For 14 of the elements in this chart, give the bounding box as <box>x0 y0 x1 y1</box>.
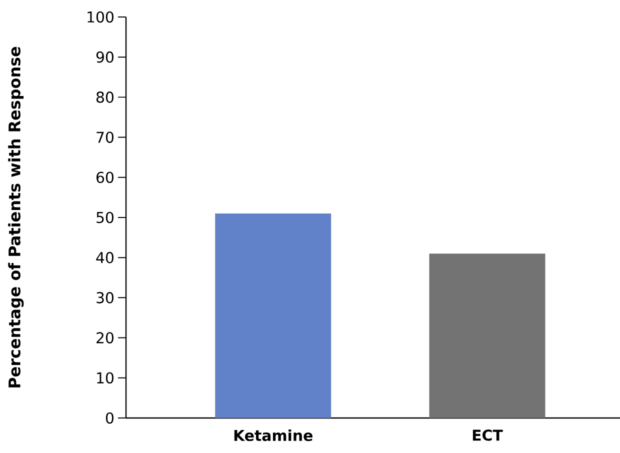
y-tick-label: 70 <box>96 132 114 143</box>
y-tick-label: 60 <box>96 172 114 184</box>
y-tick-label: 30 <box>96 292 114 304</box>
y-tick-label: 90 <box>96 51 114 63</box>
y-tick-label: 20 <box>96 332 114 344</box>
y-axis-title: Percentage of Patients with Response <box>8 46 24 388</box>
y-tick-label: 0 <box>106 412 114 424</box>
y-tick-label: 10 <box>97 372 114 384</box>
y-tick-label: 40 <box>96 252 114 264</box>
y-tick-label: 80 <box>96 92 114 103</box>
y-tick-label: 100 <box>88 11 114 23</box>
x-tick-label: Ketamine <box>234 430 312 442</box>
x-tick-label: ECT <box>472 430 503 441</box>
y-tick-label: 50 <box>96 212 114 224</box>
